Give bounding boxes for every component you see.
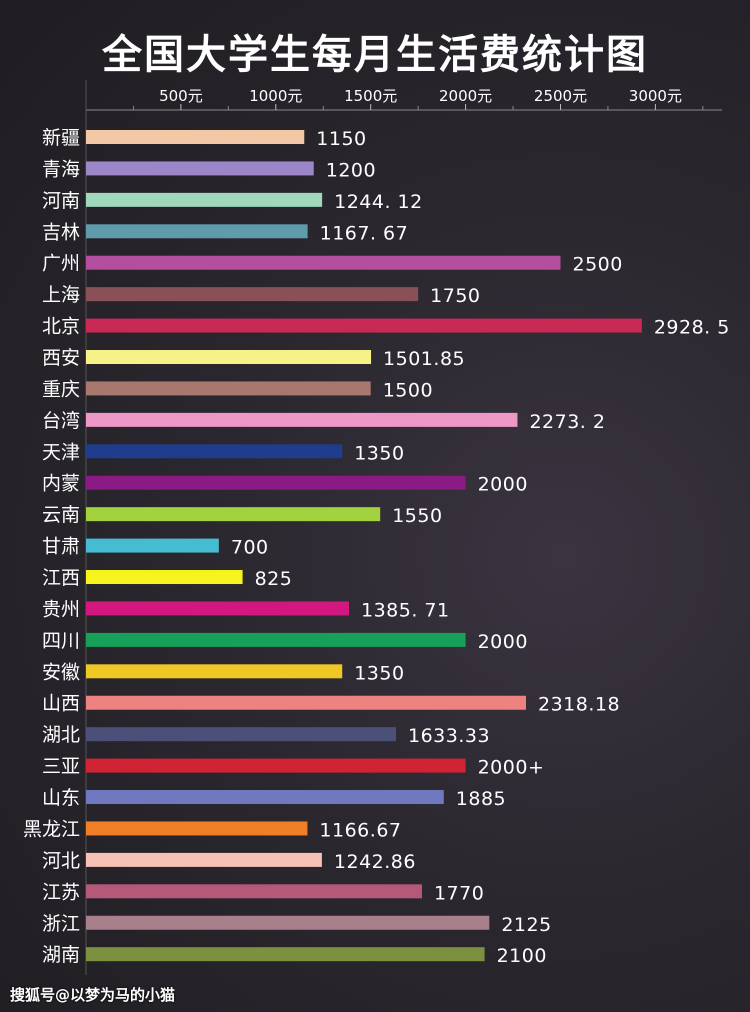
- data-label: 1633.33: [408, 725, 490, 747]
- category-label: 甘肃: [42, 536, 80, 558]
- data-label: 1244. 12: [334, 191, 423, 213]
- data-label: 700: [231, 537, 269, 559]
- category-label: 安徽: [42, 661, 80, 683]
- category-label: 西安: [42, 347, 80, 369]
- category-label: 上海: [42, 284, 80, 306]
- category-label: 黑龙江: [23, 818, 80, 840]
- category-label: 湖南: [42, 944, 80, 966]
- category-label: 内蒙: [42, 473, 80, 495]
- bar: [86, 570, 243, 585]
- category-label: 台湾: [42, 410, 80, 432]
- category-label: 云南: [42, 504, 80, 526]
- bar: [86, 727, 397, 742]
- bar: [86, 255, 561, 270]
- bar: [86, 821, 308, 836]
- bar: [86, 161, 314, 176]
- category-label: 三亚: [42, 756, 80, 778]
- category-label: 新疆: [42, 127, 80, 149]
- category-label: 河北: [42, 850, 80, 872]
- bar: [86, 884, 422, 899]
- data-label: 1167. 67: [320, 222, 409, 244]
- category-label: 四川: [42, 630, 80, 652]
- data-label: 2928. 5: [654, 317, 730, 339]
- bar: [86, 475, 466, 490]
- chart-title: 全国大学生每月生活费统计图: [102, 32, 648, 78]
- bar: [86, 852, 322, 867]
- category-label: 吉林: [42, 221, 80, 243]
- bar: [86, 915, 490, 930]
- bar: [86, 664, 343, 679]
- data-label: 1885: [456, 788, 506, 810]
- data-label: 1550: [392, 505, 442, 527]
- category-label: 江苏: [42, 881, 80, 903]
- data-label: 1500: [383, 379, 433, 401]
- bar: [86, 790, 444, 805]
- category-label: 山东: [42, 787, 80, 809]
- x-tick-label: 3000元: [629, 87, 682, 105]
- data-label: 1150: [316, 128, 366, 150]
- data-label: 2318.18: [538, 694, 620, 716]
- bar: [86, 444, 343, 459]
- data-label: 2100: [497, 945, 547, 967]
- bar: [86, 318, 642, 333]
- watermark: 搜狐号@以梦为马的小猫: [10, 986, 176, 1004]
- data-label: 2500: [573, 254, 623, 276]
- data-label: 1242.86: [334, 851, 416, 873]
- category-label: 贵州: [42, 598, 80, 620]
- bar: [86, 601, 350, 616]
- bar: [86, 130, 305, 144]
- data-label: 1200: [326, 159, 376, 181]
- data-label: 1385. 71: [361, 599, 450, 621]
- bar: [86, 192, 323, 207]
- x-tick-label: 500元: [159, 87, 203, 105]
- category-label: 山西: [42, 693, 80, 715]
- bar: [86, 381, 371, 396]
- data-label: 1350: [354, 442, 404, 464]
- data-label: 1166.67: [319, 819, 401, 841]
- bar: [86, 758, 466, 773]
- data-label: 825: [255, 568, 293, 590]
- category-label: 浙江: [42, 913, 80, 935]
- bar: [86, 350, 372, 365]
- category-label: 河南: [42, 190, 80, 212]
- bar: [86, 947, 485, 962]
- bar: [86, 695, 526, 710]
- data-label: 2000: [478, 631, 528, 653]
- data-label: 2125: [501, 914, 551, 936]
- category-label: 青海: [42, 158, 80, 180]
- data-label: 2000+: [478, 757, 545, 779]
- data-label: 1350: [354, 662, 404, 684]
- data-label: 2273. 2: [529, 411, 605, 433]
- data-label: 1770: [434, 882, 484, 904]
- x-tick-label: 2000元: [439, 87, 492, 105]
- category-label: 重庆: [42, 378, 80, 400]
- data-label: 1750: [430, 285, 480, 307]
- bar: [86, 632, 466, 647]
- category-label: 天津: [42, 441, 80, 463]
- category-label: 广州: [42, 253, 80, 275]
- category-label: 北京: [42, 316, 80, 338]
- bar: [86, 412, 518, 427]
- x-tick-label: 1000元: [249, 87, 302, 105]
- category-label: 江西: [42, 567, 80, 589]
- bar: [86, 224, 308, 239]
- data-label: 1501.85: [383, 348, 465, 370]
- bar: [86, 287, 419, 302]
- x-tick-label: 1500元: [344, 87, 397, 105]
- x-tick-label: 2500元: [534, 87, 587, 105]
- bar: [86, 538, 219, 553]
- bar: [86, 507, 381, 522]
- data-label: 2000: [478, 474, 528, 496]
- category-label: 湖北: [42, 724, 80, 746]
